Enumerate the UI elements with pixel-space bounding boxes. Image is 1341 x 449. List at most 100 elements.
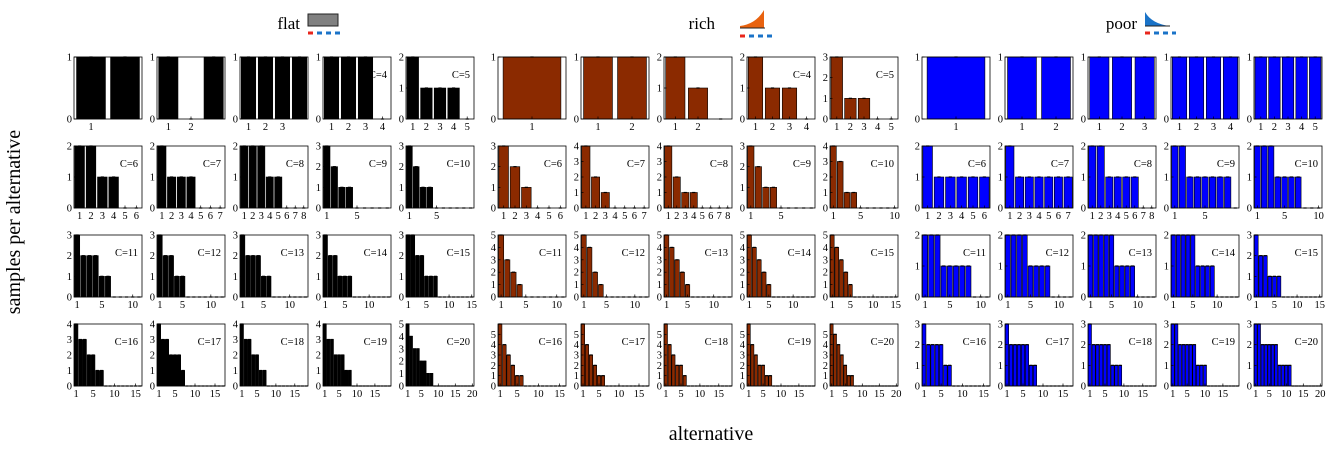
bar (243, 339, 248, 387)
bar (1103, 344, 1107, 387)
y-tick-label: 0 (998, 115, 1003, 126)
y-tick-label: 1 (740, 84, 745, 95)
plot-frame (1004, 323, 1074, 387)
y-tick-label: 2 (915, 142, 920, 153)
bar (769, 187, 777, 209)
bar (1205, 56, 1222, 120)
y-tick-label: 4 (491, 243, 497, 254)
x-tick-label: 10 (868, 300, 879, 311)
y-tick-label: 1 (316, 366, 321, 377)
bar (1171, 56, 1188, 120)
y-tick-label: 5 (491, 231, 496, 242)
x-tick-label: 5 (939, 389, 944, 400)
bar (86, 354, 91, 387)
y-tick-label: 1 (574, 188, 579, 199)
y-tick-label: 1 (1164, 53, 1169, 64)
y-tick-label: 0 (915, 204, 920, 215)
bar (747, 56, 764, 120)
c-label: C=5 (876, 70, 894, 81)
x-tick-label: 5 (99, 300, 104, 311)
y-tick-label: 2 (657, 268, 662, 279)
y-tick-label: 1 (1164, 361, 1169, 372)
y-tick-label: 0 (1164, 204, 1169, 215)
y-tick-label: 5 (823, 231, 828, 242)
c-label: C=4 (793, 70, 812, 81)
bar (1095, 344, 1100, 387)
c-label: C=12 (1046, 248, 1069, 259)
y-tick-label: 1 (399, 369, 404, 380)
x-tick-label: 2 (593, 211, 598, 222)
bar (850, 375, 854, 387)
y-tick-label: 2 (316, 251, 321, 262)
x-tick-label: 5 (276, 211, 281, 222)
bar (1274, 176, 1281, 209)
c-label: C=13 (281, 248, 304, 259)
c-label: C=5 (452, 70, 470, 81)
bar (671, 354, 676, 387)
y-tick-label: 3 (316, 231, 321, 242)
x-tick-label: 1 (583, 211, 588, 222)
x-tick-label: 2 (250, 211, 255, 222)
y-tick-label: 1 (657, 280, 662, 291)
x-tick-label: 5 (843, 389, 848, 400)
x-tick-label: 1 (925, 211, 930, 222)
bar (498, 234, 505, 298)
bar (1260, 344, 1265, 387)
bar (340, 354, 345, 387)
bar (240, 56, 257, 120)
bar (933, 176, 945, 209)
bar (1044, 176, 1054, 209)
c-label: C=18 (1129, 337, 1152, 348)
bar (1063, 176, 1073, 209)
y-tick-label: 0 (316, 115, 321, 126)
y-tick-label: 2 (740, 361, 745, 372)
bar (1130, 176, 1139, 209)
y-tick-label: 2 (574, 361, 579, 372)
y-tick-label: 2 (399, 53, 404, 64)
plot-frame (1087, 323, 1157, 387)
bar (78, 339, 83, 387)
bar (1012, 344, 1017, 387)
x-axis-label: alternative (669, 423, 754, 445)
x-tick-label: 5 (858, 211, 863, 222)
bar (754, 354, 758, 387)
bar (258, 370, 263, 387)
bar (186, 176, 196, 209)
y-tick-label: 4 (491, 340, 497, 351)
plot-frame (322, 56, 392, 120)
bar (357, 56, 374, 120)
bar (291, 56, 308, 120)
y-tick-label: 1 (67, 53, 72, 64)
y-tick-label: 0 (998, 293, 1003, 304)
bar (177, 354, 182, 387)
x-tick-label: 1 (156, 389, 161, 400)
bar (667, 344, 672, 387)
x-tick-label: 2 (936, 211, 941, 222)
bar (429, 373, 434, 387)
x-tick-label: 5 (848, 300, 853, 311)
y-tick-label: 0 (150, 382, 155, 393)
plot-frame (580, 234, 650, 298)
x-tick-label: 1 (1258, 122, 1263, 133)
y-tick-label: 2 (657, 361, 662, 372)
x-tick-label: 5 (1020, 389, 1025, 400)
bar (600, 375, 605, 387)
x-tick-label: 2 (1119, 122, 1124, 133)
x-tick-label: 2 (848, 122, 853, 133)
x-tick-label: 4 (267, 211, 273, 222)
y-tick-label: 1 (1247, 361, 1252, 372)
bar (340, 56, 357, 120)
bar (409, 336, 413, 387)
bar-panel-poor-c5: 011 2 3 4 5 (1247, 53, 1323, 133)
x-tick-label: 2 (1017, 211, 1022, 222)
c-label: C=8 (286, 159, 304, 170)
x-tick-label: 1 (246, 122, 251, 133)
y-tick-label: 3 (823, 157, 828, 168)
x-tick-label: 6 (1056, 211, 1061, 222)
y-tick-label: 5 (740, 330, 745, 341)
